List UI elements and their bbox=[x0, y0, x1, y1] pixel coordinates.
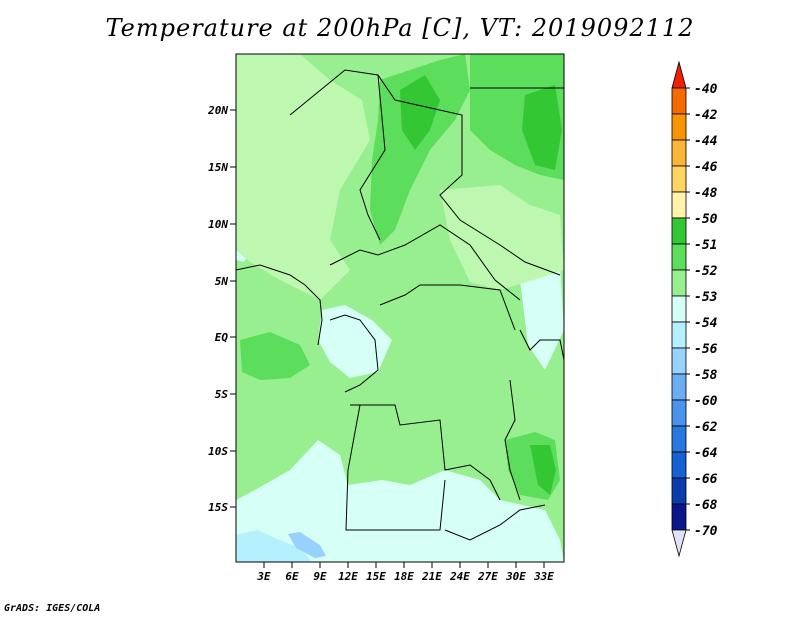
colorbar: -40 -42 -44 -46 -48 -50 -51 -52 -53 -54 -56 -58 -60 -… bbox=[671, 60, 718, 558]
lon-label: 15E bbox=[366, 570, 386, 583]
colorbar-label: -50 bbox=[694, 212, 718, 227]
field-warm-north-1 bbox=[370, 54, 470, 245]
colorbar-swatch bbox=[671, 191, 687, 219]
lat-label: 10S bbox=[208, 445, 228, 458]
colorbar-label: -46 bbox=[694, 160, 718, 175]
colorbar-label: -62 bbox=[694, 420, 718, 435]
colorbar-label: -48 bbox=[694, 186, 718, 201]
colorbar-label: -60 bbox=[694, 394, 718, 409]
border-lakes bbox=[504, 379, 521, 501]
field-cold-blob bbox=[288, 532, 326, 558]
colorbar-label: -68 bbox=[694, 498, 718, 513]
colorbar-swatch bbox=[671, 243, 687, 271]
colorbar-label: -64 bbox=[694, 446, 718, 461]
border-north bbox=[289, 69, 561, 276]
colorbar-swatch bbox=[671, 425, 687, 453]
colorbar-swatch bbox=[671, 113, 687, 141]
colorbar-label: -44 bbox=[694, 134, 718, 149]
lon-label: 6E bbox=[285, 570, 299, 583]
colorbar-swatch bbox=[671, 165, 687, 193]
field-pale-north bbox=[236, 54, 370, 300]
colorbar-swatch bbox=[671, 269, 687, 297]
colorbar-label: -52 bbox=[694, 264, 718, 279]
map-title: Temperature at 200hPa [C], VT: 201909211… bbox=[105, 14, 695, 42]
colorbar-label: -53 bbox=[694, 290, 718, 305]
lat-label: 10N bbox=[208, 218, 228, 231]
colorbar-label: -56 bbox=[694, 342, 718, 357]
colorbar-label: -58 bbox=[694, 368, 718, 383]
colorbar-bottom-arrow bbox=[671, 529, 687, 558]
colorbar-swatch bbox=[671, 373, 687, 401]
colorbar-top-arrow bbox=[671, 60, 687, 89]
colorbar-swatch bbox=[671, 321, 687, 349]
lon-label: 12E bbox=[338, 570, 358, 583]
colorbar-label: -54 bbox=[694, 316, 718, 331]
colorbar-swatch bbox=[671, 451, 687, 479]
colorbar-swatch bbox=[671, 295, 687, 323]
field-warmer-northeast bbox=[522, 85, 562, 170]
border-congo-1 bbox=[329, 314, 379, 393]
colorbar-label: -42 bbox=[694, 108, 718, 123]
colorbar-swatch bbox=[671, 87, 687, 115]
border-chad-sudan bbox=[359, 74, 386, 241]
lon-label: 9E bbox=[313, 570, 327, 583]
border-congo-2 bbox=[379, 284, 516, 331]
field-cold-southwest bbox=[236, 530, 312, 562]
lon-label: 21E bbox=[421, 570, 442, 583]
border-angola bbox=[345, 404, 446, 531]
lat-label: EQ bbox=[215, 331, 229, 344]
lon-label: 33E bbox=[533, 570, 554, 583]
field-cool-central bbox=[318, 305, 392, 378]
temperature-field bbox=[236, 54, 564, 562]
lon-label: 3E bbox=[256, 570, 271, 583]
colorbar-label: -51 bbox=[694, 238, 717, 253]
border-zambia bbox=[444, 504, 546, 541]
field-pale-east bbox=[440, 185, 564, 290]
field-warmer-north bbox=[400, 75, 440, 150]
border-coast bbox=[235, 264, 323, 346]
colorbar-swatch bbox=[671, 347, 687, 375]
map-frame bbox=[235, 53, 565, 563]
field-cool-south bbox=[236, 440, 564, 562]
colorbar-label: -66 bbox=[694, 472, 718, 487]
colorbar-label: -40 bbox=[694, 82, 718, 97]
lon-label: 24E bbox=[449, 570, 470, 583]
lon-axis: 3E 6E 9E 12E 15E 18E 21E 24E 27E 30E 33E bbox=[256, 562, 554, 583]
colorbar-swatch bbox=[671, 503, 687, 531]
country-borders bbox=[235, 69, 565, 541]
border-drc-south bbox=[350, 404, 501, 501]
lon-label: 18E bbox=[394, 570, 414, 583]
field-warmer-southeast bbox=[530, 445, 556, 495]
field-warm-west bbox=[240, 332, 310, 380]
grads-credit: GrADS: IGES/COLA bbox=[4, 603, 101, 614]
lon-label: 30E bbox=[505, 570, 526, 583]
lat-label: 5N bbox=[215, 275, 229, 288]
lat-label: 5S bbox=[215, 388, 229, 401]
lat-label: 20N bbox=[207, 104, 228, 117]
colorbar-swatch bbox=[671, 477, 687, 505]
field-cool-east bbox=[520, 265, 564, 370]
colorbar-label: -70 bbox=[694, 524, 718, 539]
lat-label: 15N bbox=[208, 161, 228, 174]
border-car bbox=[329, 224, 521, 301]
colorbar-swatch bbox=[671, 399, 687, 427]
lat-axis: 20N 15N 10N 5N EQ 5S 10S 15S bbox=[207, 104, 236, 514]
border-rift bbox=[519, 329, 565, 361]
lon-label: 27E bbox=[477, 570, 498, 583]
lat-label: 15S bbox=[208, 501, 228, 514]
colorbar-swatch bbox=[671, 139, 687, 167]
colorbar-swatch bbox=[671, 217, 687, 245]
